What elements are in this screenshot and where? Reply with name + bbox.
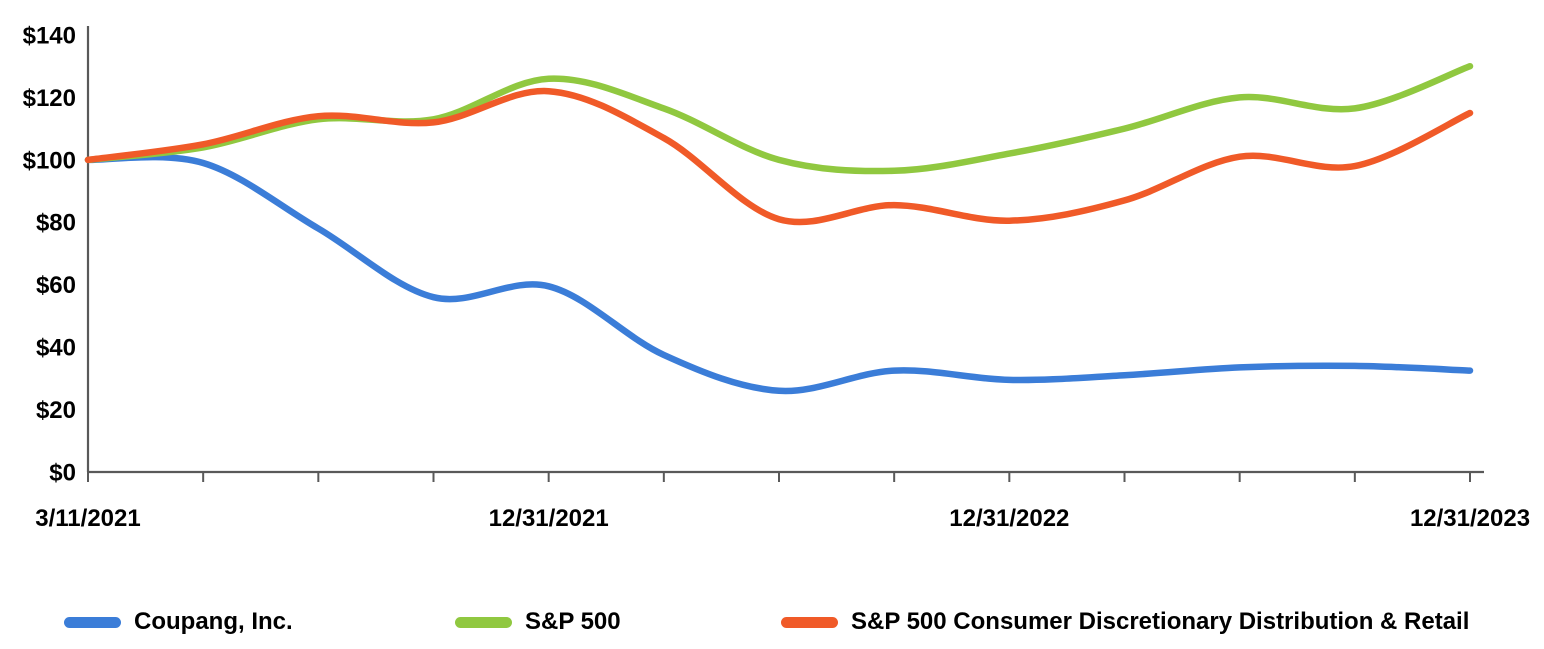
series-line-2 [84, 87, 1474, 226]
legend-item-sp500: S&P 500 [455, 608, 621, 636]
x-axis-tick-label: 12/31/2022 [949, 505, 1069, 532]
y-axis-tick-label: $80 [36, 210, 76, 237]
y-axis-tick-label: $40 [36, 335, 76, 362]
y-axis-tick-label: $140 [23, 22, 76, 49]
y-axis-tick-label: $100 [23, 147, 76, 174]
y-axis-tick-label: $60 [36, 272, 76, 299]
legend-label-coupang: Coupang, Inc. [134, 608, 293, 635]
legend-swatch-sp500-consumer-discretionary-icon [781, 616, 838, 628]
legend-swatch-coupang-icon [64, 616, 121, 628]
legend-item-coupang: Coupang, Inc. [64, 608, 293, 636]
x-axis-tick-label: 12/31/2023 [1410, 505, 1530, 532]
legend-label-sp500: S&P 500 [525, 608, 621, 635]
x-axis-tick-label: 12/31/2021 [489, 505, 609, 532]
legend-label-sp500-consumer-discretionary: S&P 500 Consumer Discretionary Distribut… [851, 608, 1470, 635]
legend-swatch-sp500-icon [455, 616, 512, 628]
series-line-0 [84, 153, 1474, 395]
y-axis-tick-label: $0 [49, 459, 76, 486]
legend-item-sp500-consumer-discretionary: S&P 500 Consumer Discretionary Distribut… [781, 608, 1469, 636]
performance-line-chart: $0 $20 $40 $60 $80 $100 $120 $140 3/11/2021 12/31… [23, 22, 1530, 532]
x-axis-tick-label: 3/11/2021 [35, 505, 140, 532]
y-axis-tick-label: $20 [36, 397, 76, 424]
y-axis-tick-label: $120 [23, 85, 76, 112]
